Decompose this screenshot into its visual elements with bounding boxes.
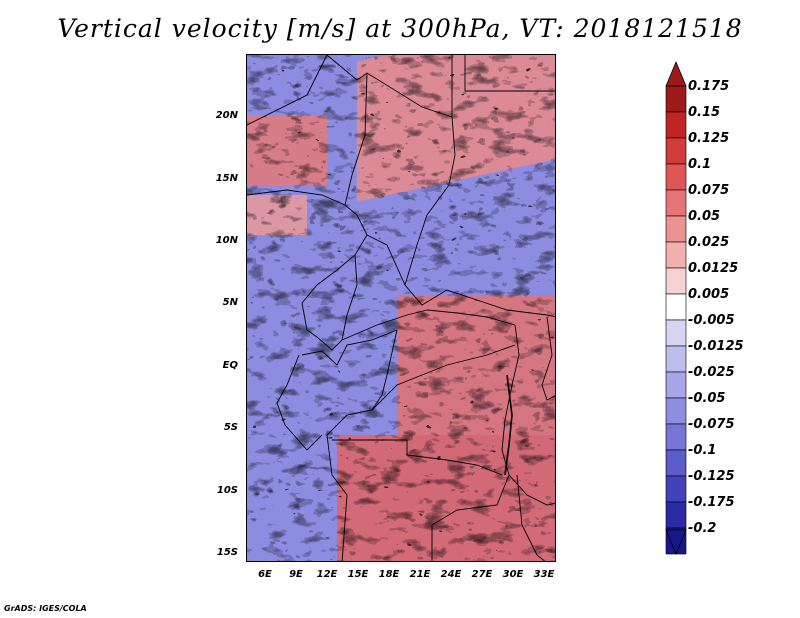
colorbar-bottom-arrow	[665, 529, 687, 556]
colorbar-tick-label: 0.075	[688, 183, 730, 198]
colorbar-tick-label: -0.2	[688, 521, 717, 536]
colorbar-tick-label: 0.05	[688, 209, 721, 224]
vertical-velocity-field	[247, 55, 555, 561]
colorbar-tick-label: 0.1	[688, 157, 712, 172]
map-panel	[246, 54, 556, 562]
chart-title: Vertical velocity [m/s] at 300hPa, VT: 2…	[57, 14, 743, 43]
colorbar-swatch	[665, 423, 687, 451]
lon-label-21e: 21E	[409, 569, 431, 580]
lon-label-12e: 12E	[316, 569, 338, 580]
colorbar-swatch	[665, 371, 687, 399]
colorbar-tick-label: -0.175	[688, 495, 735, 510]
colorbar-swatch	[665, 319, 687, 347]
lat-label-15s: 15S	[216, 547, 238, 558]
colorbar-tick-label: 0.005	[688, 287, 730, 302]
colorbar-swatch	[665, 475, 687, 503]
colorbar-swatch	[665, 163, 687, 191]
lat-label-5n: 5N	[222, 297, 238, 308]
colorbar-swatch	[665, 267, 687, 295]
colorbar	[665, 60, 687, 556]
colorbar-tick-label: -0.0125	[688, 339, 744, 354]
colorbar-tick-label: -0.005	[688, 313, 735, 328]
colorbar-tick-label: 0.175	[688, 79, 730, 94]
colorbar-tick-label: 0.125	[688, 131, 730, 146]
country-borders	[247, 55, 555, 561]
lat-label-15n: 15N	[215, 173, 238, 184]
colorbar-tick-label: -0.025	[688, 365, 735, 380]
lat-label-10n: 10N	[215, 235, 238, 246]
lon-label-27e: 27E	[471, 569, 493, 580]
lon-label-33e: 33E	[533, 569, 555, 580]
colorbar-tick-label: 0.0125	[688, 261, 739, 276]
colorbar-swatch	[665, 215, 687, 243]
lon-label-30e: 30E	[502, 569, 524, 580]
colorbar-swatch	[665, 449, 687, 477]
lon-label-15e: 15E	[347, 569, 369, 580]
lat-label-20n: 20N	[215, 110, 238, 121]
colorbar-tick-label: -0.075	[688, 417, 735, 432]
colorbar-swatch	[665, 111, 687, 139]
colorbar-top-arrow	[665, 60, 687, 87]
colorbar-tick-label: -0.05	[688, 391, 726, 406]
colorbar-swatch	[665, 241, 687, 269]
colorbar-tick-label: -0.1	[688, 443, 717, 458]
field-neutral-texture	[247, 55, 555, 561]
colorbar-swatch	[665, 137, 687, 165]
colorbar-swatch	[665, 85, 687, 113]
lon-label-18e: 18E	[378, 569, 400, 580]
lat-label-5s: 5S	[223, 422, 238, 433]
colorbar-swatch	[665, 189, 687, 217]
colorbar-swatch	[665, 293, 687, 321]
colorbar-swatch	[665, 501, 687, 529]
colorbar-tick-label: 0.15	[688, 105, 721, 120]
colorbar-tick-label: 0.025	[688, 235, 730, 250]
colorbar-swatch	[665, 397, 687, 425]
lat-label-eq: EQ	[222, 360, 238, 371]
lon-label-9e: 9E	[289, 569, 303, 580]
colorbar-swatches	[665, 85, 687, 555]
lat-label-10s: 10S	[216, 485, 238, 496]
lon-label-24e: 24E	[440, 569, 462, 580]
credit-text: GrADS: IGES/COLA	[4, 604, 87, 613]
colorbar-swatch	[665, 345, 687, 373]
lon-label-6e: 6E	[258, 569, 272, 580]
colorbar-tick-label: -0.125	[688, 469, 735, 484]
